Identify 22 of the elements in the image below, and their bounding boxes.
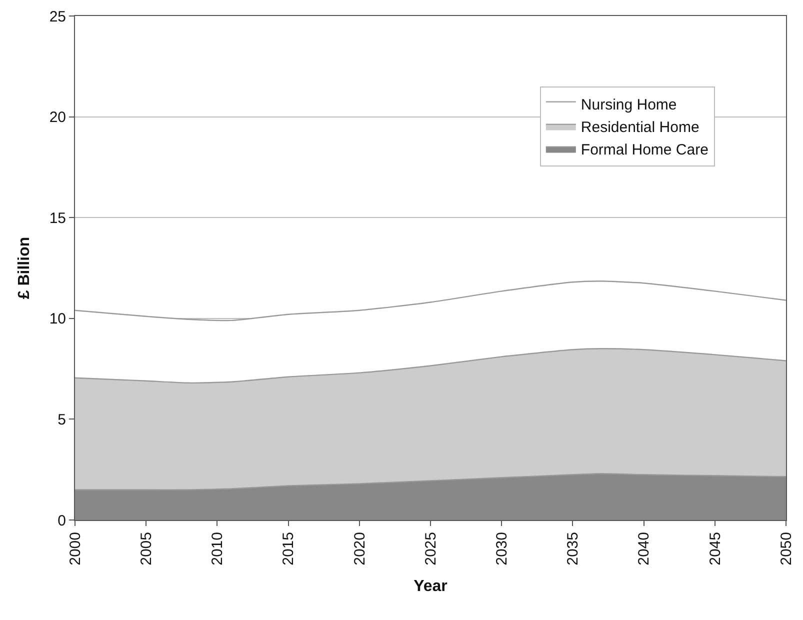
y-axis-title: £ Billion <box>16 236 34 300</box>
x-tick-label: 2035 <box>564 532 582 566</box>
y-tick-label: 25 <box>49 8 66 26</box>
y-tick-label: 15 <box>49 210 66 227</box>
legend-label: Residential Home <box>580 119 700 136</box>
x-tick-label: 2050 <box>778 532 795 566</box>
x-tick-label: 2000 <box>66 532 84 566</box>
y-tick-label: 10 <box>49 310 66 328</box>
x-axis-title: Year <box>414 578 448 596</box>
legend-label: Nursing Home <box>580 96 677 114</box>
x-tick-label: 2015 <box>280 532 298 566</box>
x-tick-label: 2010 <box>209 532 226 566</box>
y-tick-label: 0 <box>58 512 66 530</box>
x-tick-label: 2045 <box>706 532 724 566</box>
y-tick-label: 20 <box>49 109 66 126</box>
legend-label: Formal Home Care <box>580 142 708 159</box>
x-tick-label: 2040 <box>636 532 653 566</box>
x-tick-label: 2030 <box>493 532 510 566</box>
x-tick-label: 2005 <box>138 532 155 566</box>
x-tick-label: 2020 <box>351 532 368 566</box>
y-tick-label: 5 <box>58 411 66 428</box>
x-tick-label: 2025 <box>422 532 440 566</box>
